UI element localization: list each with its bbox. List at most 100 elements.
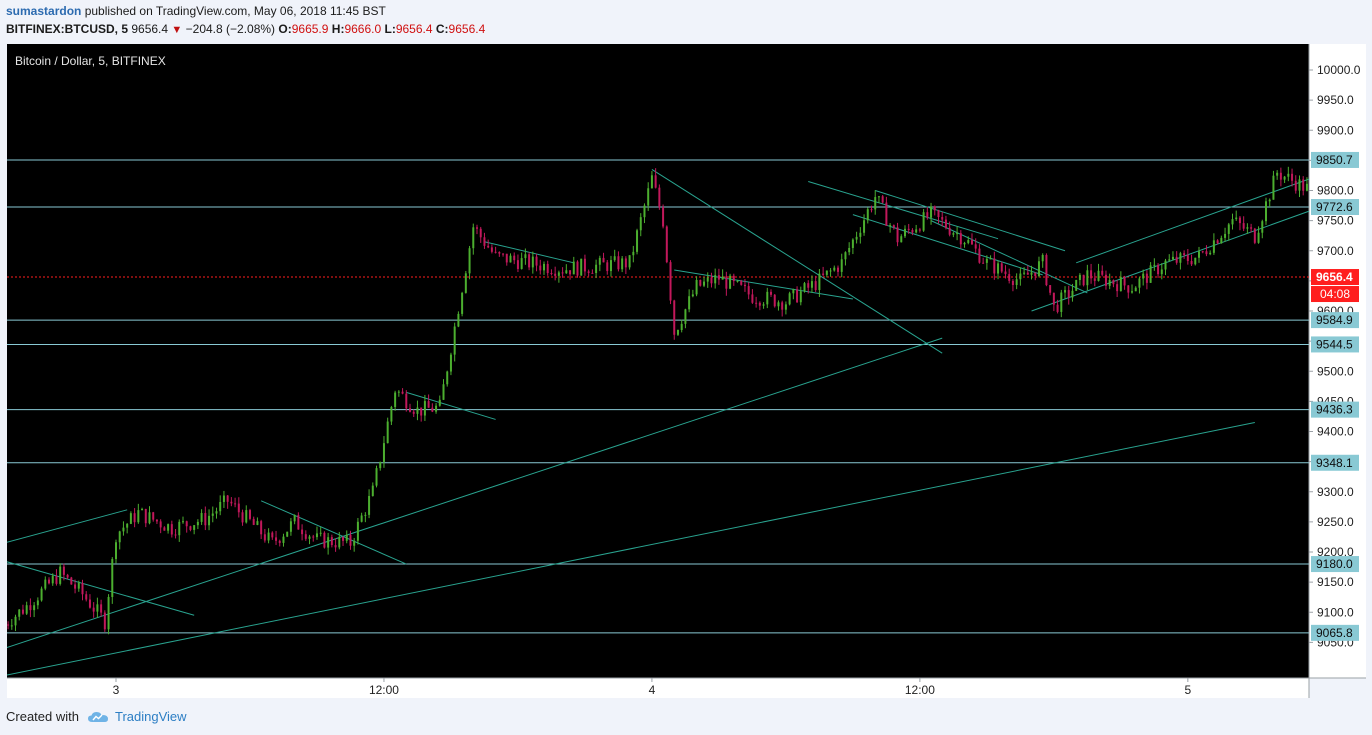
candle-body [1078,274,1081,280]
candle-body [170,524,173,535]
candle-body [688,296,691,310]
candle-body [959,233,962,245]
candle-body [755,302,758,304]
candle-body [1008,274,1011,281]
price-axis [1309,44,1366,678]
candle-body [814,281,817,290]
candle-body [520,258,523,269]
candle-body [1045,254,1048,286]
x-tick-label: 12:00 [369,683,399,697]
candle-body [178,521,181,536]
candle-body [773,294,776,307]
candle-body [632,251,635,256]
candle-body [829,270,832,272]
candle-body [609,260,612,272]
candle-body [137,510,140,523]
candle-body [1093,278,1096,281]
candle-body [583,258,586,272]
candle-body [907,228,910,230]
level-price-label: 9544.5 [1316,337,1353,351]
candle-body [1164,260,1167,270]
author-link[interactable]: sumastardon [6,4,82,18]
level-price-label: 9348.1 [1316,456,1353,470]
candle-body [1186,255,1189,262]
low-label: L: [384,22,396,36]
candle-body [944,219,947,228]
candle-body [416,407,419,414]
candle-body [1097,270,1100,281]
candle-body [1268,199,1271,202]
candle-body [1019,273,1022,280]
candle-body [643,205,646,218]
down-triangle-icon: ▼ [171,24,183,36]
candle-body [271,532,274,538]
candle-body [777,302,780,307]
candle-body [725,276,728,289]
candle-body [490,247,493,252]
tradingview-brand-link[interactable]: TradingView [114,709,187,724]
candle-body [382,443,385,462]
candle-body [989,258,992,260]
candle-body [1067,290,1070,298]
candle-body [665,226,668,263]
candle-body [252,518,255,525]
chart-header: sumastardon published on TradingView.com… [0,0,1372,42]
candle-body [781,302,784,310]
candle-body [1231,219,1234,225]
candle-body [356,521,359,541]
candle-body [524,254,527,259]
countdown-label: 04:08 [1320,287,1350,301]
candle-body [21,609,24,614]
candle-body [204,513,207,526]
candle-body [528,254,531,268]
candle-body [167,524,170,531]
candle-body [468,248,471,274]
footer: Created with TradingView [6,709,187,724]
candle-body [1235,217,1238,220]
chart-title: Bitcoin / Dollar, 5, BITFINEX [15,54,166,68]
candle-body [647,188,650,206]
ohlc-line: BITFINEX:BTCUSD, 5 9656.4 ▼ −204.8 (−2.0… [6,22,485,36]
candle-body [1112,280,1115,285]
current-price-tag [1311,269,1359,286]
candle-body [833,267,836,271]
candle-body [181,521,184,523]
candle-body [974,244,977,249]
candle-body [107,596,110,630]
candle-body [1157,264,1160,275]
candle-body [379,461,382,469]
candle-body [479,228,482,238]
candle-body [889,225,892,227]
candle-body [319,532,322,534]
candle-body [1168,259,1171,261]
candle-body [732,275,735,282]
candle-body [1153,264,1156,266]
candle-body [784,304,787,310]
candle-body [185,521,188,527]
candle-body [1216,240,1219,244]
candle-body [122,527,125,532]
candle-body [743,284,746,287]
candle-body [662,207,665,227]
candle-body [598,257,601,265]
candle-body [226,495,229,502]
candle-body [535,256,538,266]
candle-body [267,532,270,541]
level-price-tag [1311,199,1359,216]
candle-body [799,291,802,303]
candle-body [33,605,36,611]
candle-body [345,534,348,541]
candle-body [967,240,970,243]
candle-body [308,536,311,539]
candle-body [721,276,724,280]
last-price: 9656.4 [131,22,169,36]
candle-body [148,512,151,524]
candle-body [1238,217,1241,224]
candle-body [650,175,653,189]
candle-body [1011,280,1014,285]
close-label: C: [435,22,449,36]
candle-body [762,304,765,306]
open-value: 9665.9 [291,22,329,36]
candle-body [476,227,479,229]
